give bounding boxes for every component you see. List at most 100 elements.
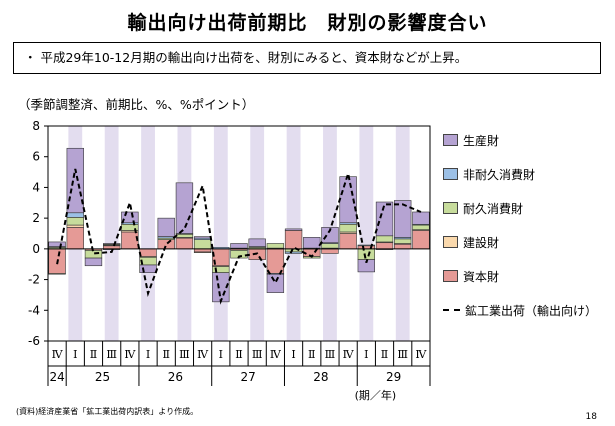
bar-segment [375, 201, 394, 237]
y-tick-label: -2 [28, 273, 40, 287]
bar-segment [230, 243, 248, 249]
bar-segment [48, 273, 66, 275]
year-label: 26 [168, 370, 183, 384]
bar-segment [175, 182, 194, 234]
bar-segment [284, 251, 303, 254]
bar-segment [248, 238, 266, 247]
year-label: 25 [95, 370, 110, 384]
legend-swatch [443, 134, 458, 146]
bar-segment [157, 239, 175, 250]
x-tick-label: Ⅱ [162, 348, 169, 361]
bar-segment [394, 243, 412, 250]
bar-segment [139, 248, 157, 257]
bar-segment [412, 224, 430, 230]
bar-segment [193, 236, 212, 239]
page-number: 18 [585, 412, 597, 422]
legend-swatch [443, 168, 458, 180]
bar-segment [266, 248, 285, 274]
x-tick-label: Ⅳ [124, 348, 136, 361]
bar-segment [339, 233, 357, 250]
bar-segment [66, 227, 84, 250]
y-tick-label: 6 [32, 150, 40, 164]
year-label: 24 [49, 370, 64, 384]
shaded-column [213, 126, 228, 341]
bar-segment [66, 147, 84, 214]
legend-swatch [443, 236, 458, 248]
y-tick-label: -4 [28, 303, 40, 317]
x-tick-label: Ⅰ [146, 348, 150, 361]
bar-segment [284, 230, 303, 250]
x-tick-label: Ⅱ [235, 348, 242, 361]
bar-segment [66, 217, 84, 226]
bar-segment [193, 251, 212, 253]
x-tick-label: Ⅳ [197, 348, 209, 361]
legend-label: 耐久消費財 [463, 201, 524, 216]
bar-segment [193, 239, 212, 250]
bar-segment [266, 273, 285, 293]
legend-label: 資本財 [463, 269, 500, 284]
year-label: 29 [386, 370, 401, 384]
line-series [56, 168, 422, 305]
bar-segment [321, 248, 339, 254]
x-tick-label: Ⅰ [364, 348, 368, 361]
shaded-column [141, 126, 155, 341]
y-tick-label: -6 [28, 334, 40, 348]
bar-segment [175, 237, 194, 250]
bar-segment [121, 211, 139, 224]
bar-segment [66, 212, 84, 218]
x-tick-label: Ⅲ [179, 348, 190, 361]
x-tick-label: Ⅰ [291, 348, 295, 361]
x-tick-label: Ⅳ [52, 348, 64, 361]
legend-item: 耐久消費財 [443, 200, 523, 216]
x-tick-label: Ⅲ [397, 348, 408, 361]
y-tick-label: 4 [32, 180, 40, 194]
x-tick-label: Ⅰ [73, 348, 77, 361]
legend-swatch [443, 270, 458, 282]
x-tick-label: Ⅲ [252, 348, 263, 361]
y-axis-unit-label: （季節調整済、前期比、%、%ポイント） [18, 97, 255, 112]
bar-segment [321, 243, 339, 249]
bar-segment [394, 200, 412, 238]
bar-segment [375, 235, 394, 243]
bar-segment [84, 257, 103, 267]
bar-segment [357, 244, 376, 247]
legend-item: 資本財 [443, 268, 499, 284]
bar-segment [157, 217, 175, 237]
legend-item: 生産財 [443, 132, 499, 148]
legend-label: 建設財 [463, 235, 500, 250]
page-title: 輸出向け出荷前期比 財別の影響度合い [127, 12, 488, 34]
x-tick-label: Ⅱ [90, 348, 97, 361]
summary-box: ・ 平成29年10-12月期の輸出向け出荷を、財別にみると、資本財などが上昇。 [13, 42, 601, 74]
bar-segment [66, 224, 84, 228]
legend-label: 鉱工業出荷（輸出向け） [465, 303, 598, 318]
y-tick-label: 2 [32, 211, 40, 225]
bar-segment [412, 230, 430, 250]
year-label: 27 [240, 370, 255, 384]
plot-frame [47, 125, 431, 342]
x-tick-label: Ⅰ [219, 348, 223, 361]
bar-segment [48, 241, 66, 247]
x-tick-label: Ⅳ [415, 348, 427, 361]
x-tick-label: Ⅲ [106, 348, 117, 361]
bar-segment [303, 237, 321, 249]
bar-segment [84, 250, 103, 259]
year-label: 28 [313, 370, 328, 384]
bar-segment [321, 227, 339, 244]
x-axis-unit-label: (期／年) [355, 388, 397, 402]
legend-label: 生産財 [463, 133, 500, 148]
x-tick-label: Ⅳ [270, 348, 282, 361]
bar-segment [339, 223, 357, 233]
y-tick-label: 8 [32, 119, 40, 133]
bar-segment [394, 238, 412, 244]
x-tick-label: Ⅱ [308, 348, 315, 361]
bar-segment [266, 243, 285, 249]
legend-swatch [443, 202, 458, 214]
bar-segment [412, 211, 430, 225]
bar-segment [375, 242, 394, 250]
shaded-column [250, 126, 265, 341]
x-tick-label: Ⅱ [381, 348, 388, 361]
bar-segment [121, 231, 139, 250]
y-tick-label: 0 [32, 242, 40, 256]
legend-item: 非耐久消費財 [443, 166, 535, 182]
